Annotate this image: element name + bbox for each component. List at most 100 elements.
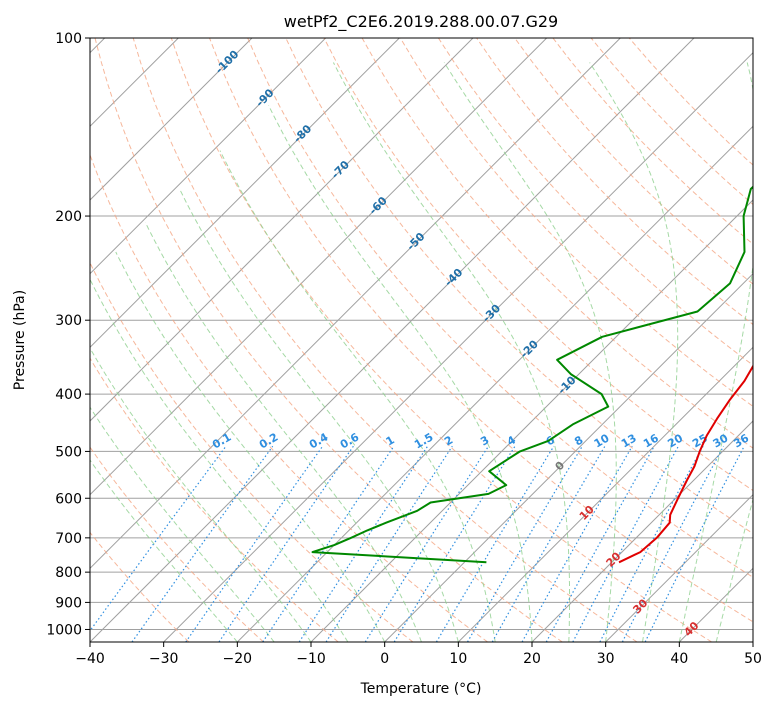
mixing-ratio-line: [131, 445, 274, 642]
dry-adiabat: [437, 38, 753, 366]
isotherm-label: -50: [404, 230, 427, 253]
isotherm-line: [236, 125, 753, 642]
dry-adiabat: [90, 446, 264, 642]
mixing-ratio-line: [599, 445, 704, 642]
x-tick-label: 20: [523, 651, 541, 667]
x-tick-label: −40: [75, 651, 105, 667]
mixing-ratio-line: [262, 445, 395, 642]
dry-adiabat: [90, 357, 339, 642]
mixing-ratio-line: [364, 445, 490, 642]
dry-adiabat: [90, 153, 488, 642]
isotherm-label: 20: [604, 549, 624, 569]
dry-adiabats: [90, 38, 753, 642]
dry-adiabat: [132, 38, 638, 642]
contour-labels: -100-90-80-70-60-50-40-30-20-10010203040…: [210, 48, 751, 640]
dry-adiabat: [323, 38, 753, 492]
isotherm-line: [90, 38, 474, 422]
mixing-ratio-label: 2: [442, 433, 455, 448]
x-axis-ticks: −40 −30 −20 −10 0 10 20 30 40 50: [75, 642, 762, 667]
y-tick-label: 200: [55, 209, 82, 225]
mixing-ratio-line: [393, 445, 516, 642]
moist-adiabat: [90, 347, 312, 642]
mixing-ratio-label: 16: [641, 431, 661, 450]
mixing-ratio-label: 8: [572, 433, 585, 448]
x-tick-label: 10: [449, 651, 467, 667]
mixing-ratio-label: 1.5: [412, 430, 435, 451]
mixing-ratio-label: 10: [592, 431, 612, 450]
mixing-ratio-label: 30: [711, 431, 731, 450]
mixing-ratio-line: [521, 445, 633, 642]
moist-adiabat: [179, 188, 459, 642]
isotherm-line: [163, 51, 753, 642]
dry-adiabat: [90, 531, 190, 642]
moist-adiabat: [715, 497, 753, 642]
mixing-ratio-label: 0.4: [307, 430, 331, 451]
y-tick-label: 900: [55, 595, 82, 611]
plot-frame: [89, 37, 754, 643]
x-tick-label: 40: [670, 651, 688, 667]
isotherm-label: 10: [577, 503, 597, 523]
dry-adiabat: [170, 38, 712, 642]
profile-lines: [311, 185, 753, 564]
moist-adiabat: [90, 278, 349, 642]
mixing-ratio-label: 36: [731, 431, 751, 450]
dewpoint-line: [311, 185, 753, 564]
mixing-ratio-line: [644, 445, 745, 642]
moist-adiabat: [90, 459, 238, 642]
mixing-ratio-label: 0.2: [257, 430, 280, 451]
y-axis-label: Pressure (hPa): [12, 290, 28, 390]
dry-adiabat: [94, 38, 563, 642]
x-tick-label: 0: [380, 651, 389, 667]
mixing-ratio-lines: [90, 445, 745, 642]
mixing-ratio-line: [466, 445, 583, 642]
mixing-ratio-label: 20: [665, 431, 685, 450]
x-tick-label: 30: [597, 651, 615, 667]
x-tick-label: −20: [223, 651, 253, 667]
temperature-line: [618, 364, 753, 564]
isotherm-label: -40: [442, 266, 465, 289]
y-tick-label: 600: [55, 491, 82, 507]
isotherm-line: [90, 38, 400, 349]
isotherm-line: [90, 38, 548, 496]
isotherms: [90, 38, 753, 642]
isotherm-label: -20: [518, 337, 541, 360]
y-tick-label: 400: [55, 387, 82, 403]
mixing-ratio-label: 0.1: [210, 430, 233, 451]
mixing-ratio-label: 1: [384, 433, 397, 448]
isotherm-line: [90, 38, 695, 642]
dry-adiabat: [209, 38, 753, 623]
mixing-ratio-line: [621, 445, 725, 642]
mixing-ratio-line: [545, 445, 655, 642]
dry-adiabat: [590, 38, 753, 206]
isotherm-line: [531, 420, 753, 642]
chart-title: wetPf2_C2E6.2019.288.00.07.G29: [284, 12, 558, 32]
x-tick-label: 50: [744, 651, 762, 667]
x-tick-label: −30: [149, 651, 179, 667]
mixing-ratio-line: [298, 445, 429, 642]
moist-adiabat: [144, 222, 422, 642]
isotherm-line: [384, 272, 753, 642]
x-tick-label: −10: [296, 651, 326, 667]
y-tick-label: 800: [55, 565, 82, 581]
dry-adiabat: [90, 261, 414, 642]
mixing-ratio-line: [185, 445, 324, 642]
y-axis-ticks: 100 200 300 400 500 600 700 800 900 1000: [46, 31, 90, 638]
isotherm-line: [90, 38, 327, 275]
mixing-ratio-line: [572, 445, 679, 642]
y-tick-label: 500: [55, 444, 82, 460]
moist-adiabat: [678, 62, 753, 642]
mixing-ratio-label: 13: [619, 432, 639, 451]
isotherm-line: [752, 641, 753, 642]
y-tick-label: 300: [55, 313, 82, 329]
moist-adiabat: [90, 406, 275, 642]
isotherm-line: [678, 567, 753, 642]
mixing-ratio-line: [218, 445, 354, 642]
isotherm-line: [457, 346, 753, 642]
x-axis-label: Temperature (°C): [360, 681, 482, 697]
y-tick-label: 100: [55, 31, 82, 47]
moist-adiabat: [332, 62, 571, 642]
moist-adiabat: [589, 62, 679, 642]
moist-adiabat: [115, 251, 386, 642]
isotherm-label: -100: [213, 48, 242, 77]
mixing-ratio-line: [325, 445, 453, 642]
